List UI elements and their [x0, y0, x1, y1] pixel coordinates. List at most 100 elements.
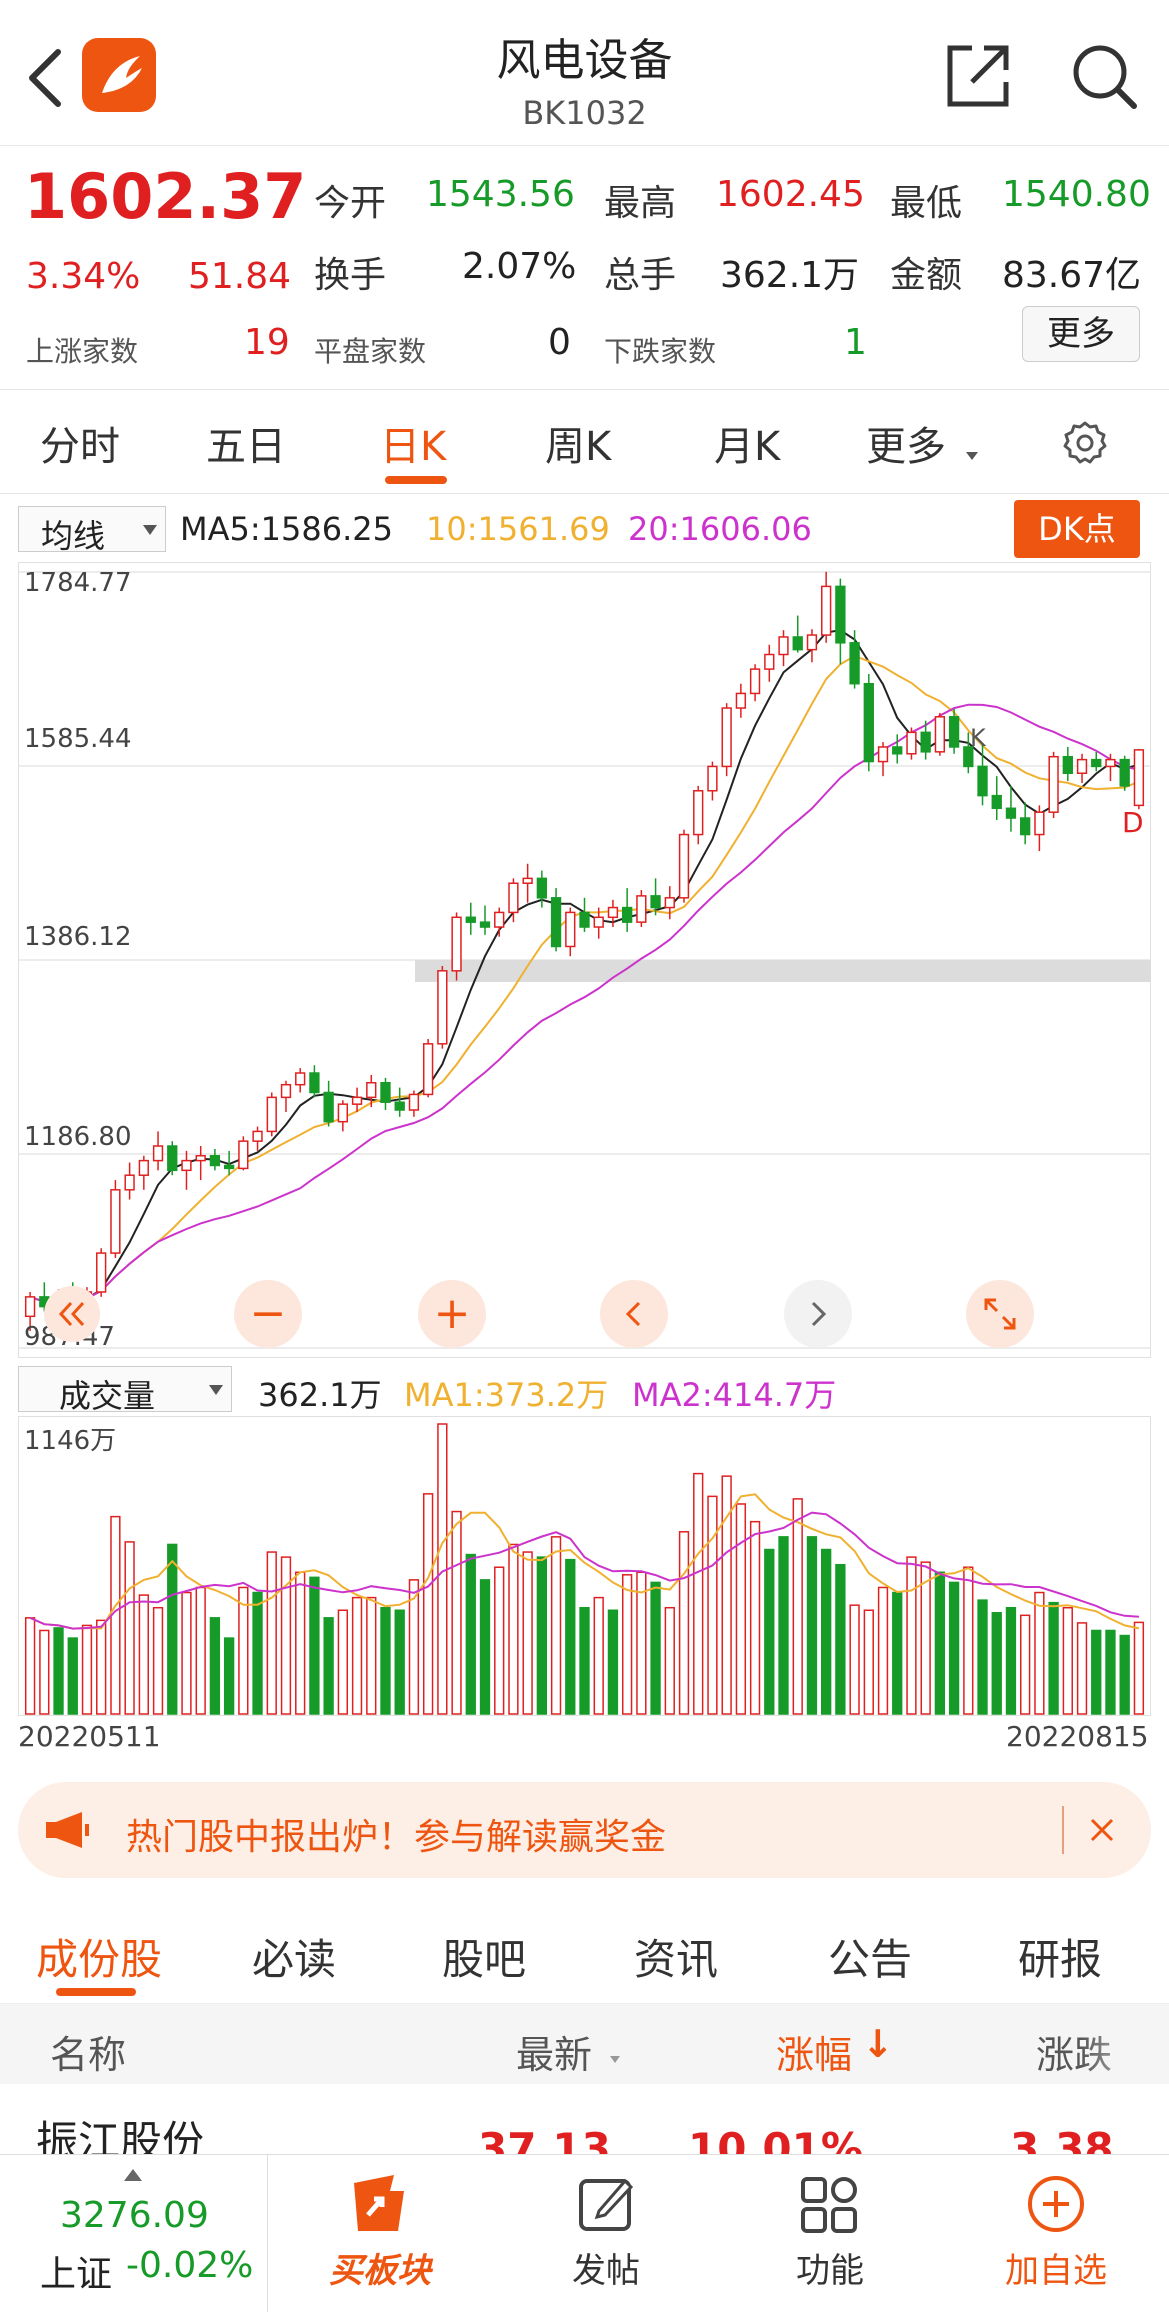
volume-bar	[650, 1581, 661, 1715]
megaphone-icon	[44, 1810, 94, 1850]
chevron-left-icon	[625, 1301, 641, 1327]
tab-more[interactable]: 更多	[866, 424, 946, 470]
volume-bar	[621, 1574, 633, 1715]
volume-bar	[877, 1586, 889, 1715]
tab-intraday[interactable]: 分时	[40, 424, 120, 470]
tab-announcements[interactable]: 公告	[828, 1935, 913, 1984]
candle-body	[735, 692, 747, 709]
candle-body	[266, 1096, 277, 1133]
index-widget[interactable]: 3276.09 上证 -0.02%	[0, 2155, 268, 2312]
volume-bar	[96, 1619, 107, 1715]
index-change: -0.02%	[126, 2245, 254, 2286]
candle-body	[579, 911, 590, 928]
next-button[interactable]	[784, 1280, 852, 1348]
volume-bar	[1076, 1622, 1088, 1715]
app-logo	[82, 38, 156, 112]
volume-bar	[53, 1627, 64, 1715]
scroll-left-edge-button[interactable]	[44, 1286, 100, 1342]
candle-body	[508, 882, 519, 914]
volume-bar	[337, 1609, 348, 1715]
tab-news[interactable]: 资讯	[634, 1935, 719, 1984]
column-change-pct[interactable]: 涨幅	[776, 2033, 853, 2077]
apps-icon	[797, 2171, 863, 2237]
tab-must-read[interactable]: 必读	[252, 1935, 337, 1984]
dropdown-arrow-icon	[209, 1385, 223, 1395]
volume-bar	[195, 1586, 206, 1715]
stock-name: 振江股份	[36, 2117, 205, 2154]
buy-sector-label: 买板块	[329, 2251, 431, 2291]
candle-body	[209, 1154, 221, 1167]
volume-bar	[138, 1594, 149, 1715]
candle-body	[1062, 755, 1073, 774]
table-row[interactable]: 振江股份 37.13 10.01% 3.38	[0, 2084, 1169, 2154]
amount-value: 83.67亿	[1002, 255, 1142, 296]
up-count-label: 上涨家数	[26, 335, 139, 368]
candle-body	[1020, 817, 1031, 836]
tab-monthly-k[interactable]: 月K	[714, 424, 781, 470]
tab-constituents[interactable]: 成份股	[36, 1935, 163, 1984]
buy-sector-button[interactable]: 买板块	[290, 2171, 470, 2301]
candle-body	[309, 1072, 320, 1094]
active-tab-indicator	[385, 476, 447, 484]
candle-body	[963, 746, 974, 768]
candle-body	[1076, 758, 1088, 774]
candle-body	[550, 897, 562, 948]
more-button[interactable]: 更多	[1022, 306, 1140, 362]
functions-button[interactable]: 功能	[740, 2171, 920, 2301]
tab-weekly-k[interactable]: 周K	[545, 424, 612, 470]
volume-bar	[536, 1556, 548, 1715]
volume-bar	[67, 1637, 78, 1715]
volume-bar	[451, 1510, 462, 1715]
indicator-selector[interactable]: 成交量	[18, 1366, 232, 1415]
tab-forum[interactable]: 股吧	[442, 1935, 527, 1984]
candle-body	[764, 653, 775, 670]
marker-k: K	[970, 724, 986, 752]
candle-body	[650, 895, 661, 909]
ma-selector[interactable]: 均线	[18, 506, 166, 555]
open-value: 1543.56	[426, 174, 575, 215]
candle-body	[1034, 811, 1045, 836]
post-icon	[573, 2171, 639, 2237]
volume-bar	[238, 1586, 249, 1715]
settings-icon[interactable]	[1060, 418, 1110, 468]
buy-sector-icon	[344, 2171, 416, 2237]
vol-ma2: MA2:414.7万	[632, 1376, 837, 1414]
promo-banner[interactable]: 热门股中报出炉！参与解读赢奖金	[18, 1782, 1151, 1878]
search-icon[interactable]	[1068, 40, 1140, 112]
post-label: 发帖	[572, 2251, 640, 2291]
zoom-in-button[interactable]: +	[418, 1280, 486, 1348]
volume-bar	[24, 1617, 36, 1715]
functions-label: 功能	[796, 2251, 864, 2291]
amount-label: 金额	[890, 255, 963, 296]
volume-bar	[252, 1591, 263, 1715]
banner-divider	[1062, 1806, 1064, 1854]
fullscreen-button[interactable]	[966, 1280, 1034, 1348]
close-icon[interactable]	[1084, 1812, 1120, 1848]
candle-body	[465, 916, 476, 923]
post-button[interactable]: 发帖	[516, 2171, 696, 2301]
column-last[interactable]: 最新	[516, 2033, 593, 2077]
expand-icon	[984, 1298, 1016, 1330]
kline-chart[interactable]	[18, 562, 1151, 1358]
add-watchlist-button[interactable]: 加自选	[966, 2171, 1146, 2301]
volume-bar	[295, 1571, 306, 1715]
dk-point-button[interactable]: DK点	[1014, 500, 1140, 558]
ma5-value: MA5:1586.25	[180, 510, 393, 548]
share-icon[interactable]	[942, 40, 1014, 112]
volume-bar	[977, 1599, 988, 1715]
volume-bar	[223, 1637, 235, 1715]
volume-frame	[18, 1416, 1151, 1716]
volume-chart[interactable]	[18, 1416, 1151, 1716]
index-name: 上证	[40, 2254, 113, 2295]
back-icon[interactable]	[20, 40, 70, 110]
sector-code: BK1032	[522, 94, 647, 132]
prev-button[interactable]	[600, 1280, 668, 1348]
tab-daily-k[interactable]: 日K	[380, 424, 447, 470]
candle-body	[479, 921, 491, 928]
tab-five-day[interactable]: 五日	[206, 424, 286, 470]
volume-bar	[167, 1543, 178, 1715]
zoom-out-button[interactable]: −	[234, 1280, 302, 1348]
candle-body	[1091, 758, 1102, 768]
candle-body	[252, 1130, 263, 1142]
tab-research[interactable]: 研报	[1018, 1935, 1103, 1984]
